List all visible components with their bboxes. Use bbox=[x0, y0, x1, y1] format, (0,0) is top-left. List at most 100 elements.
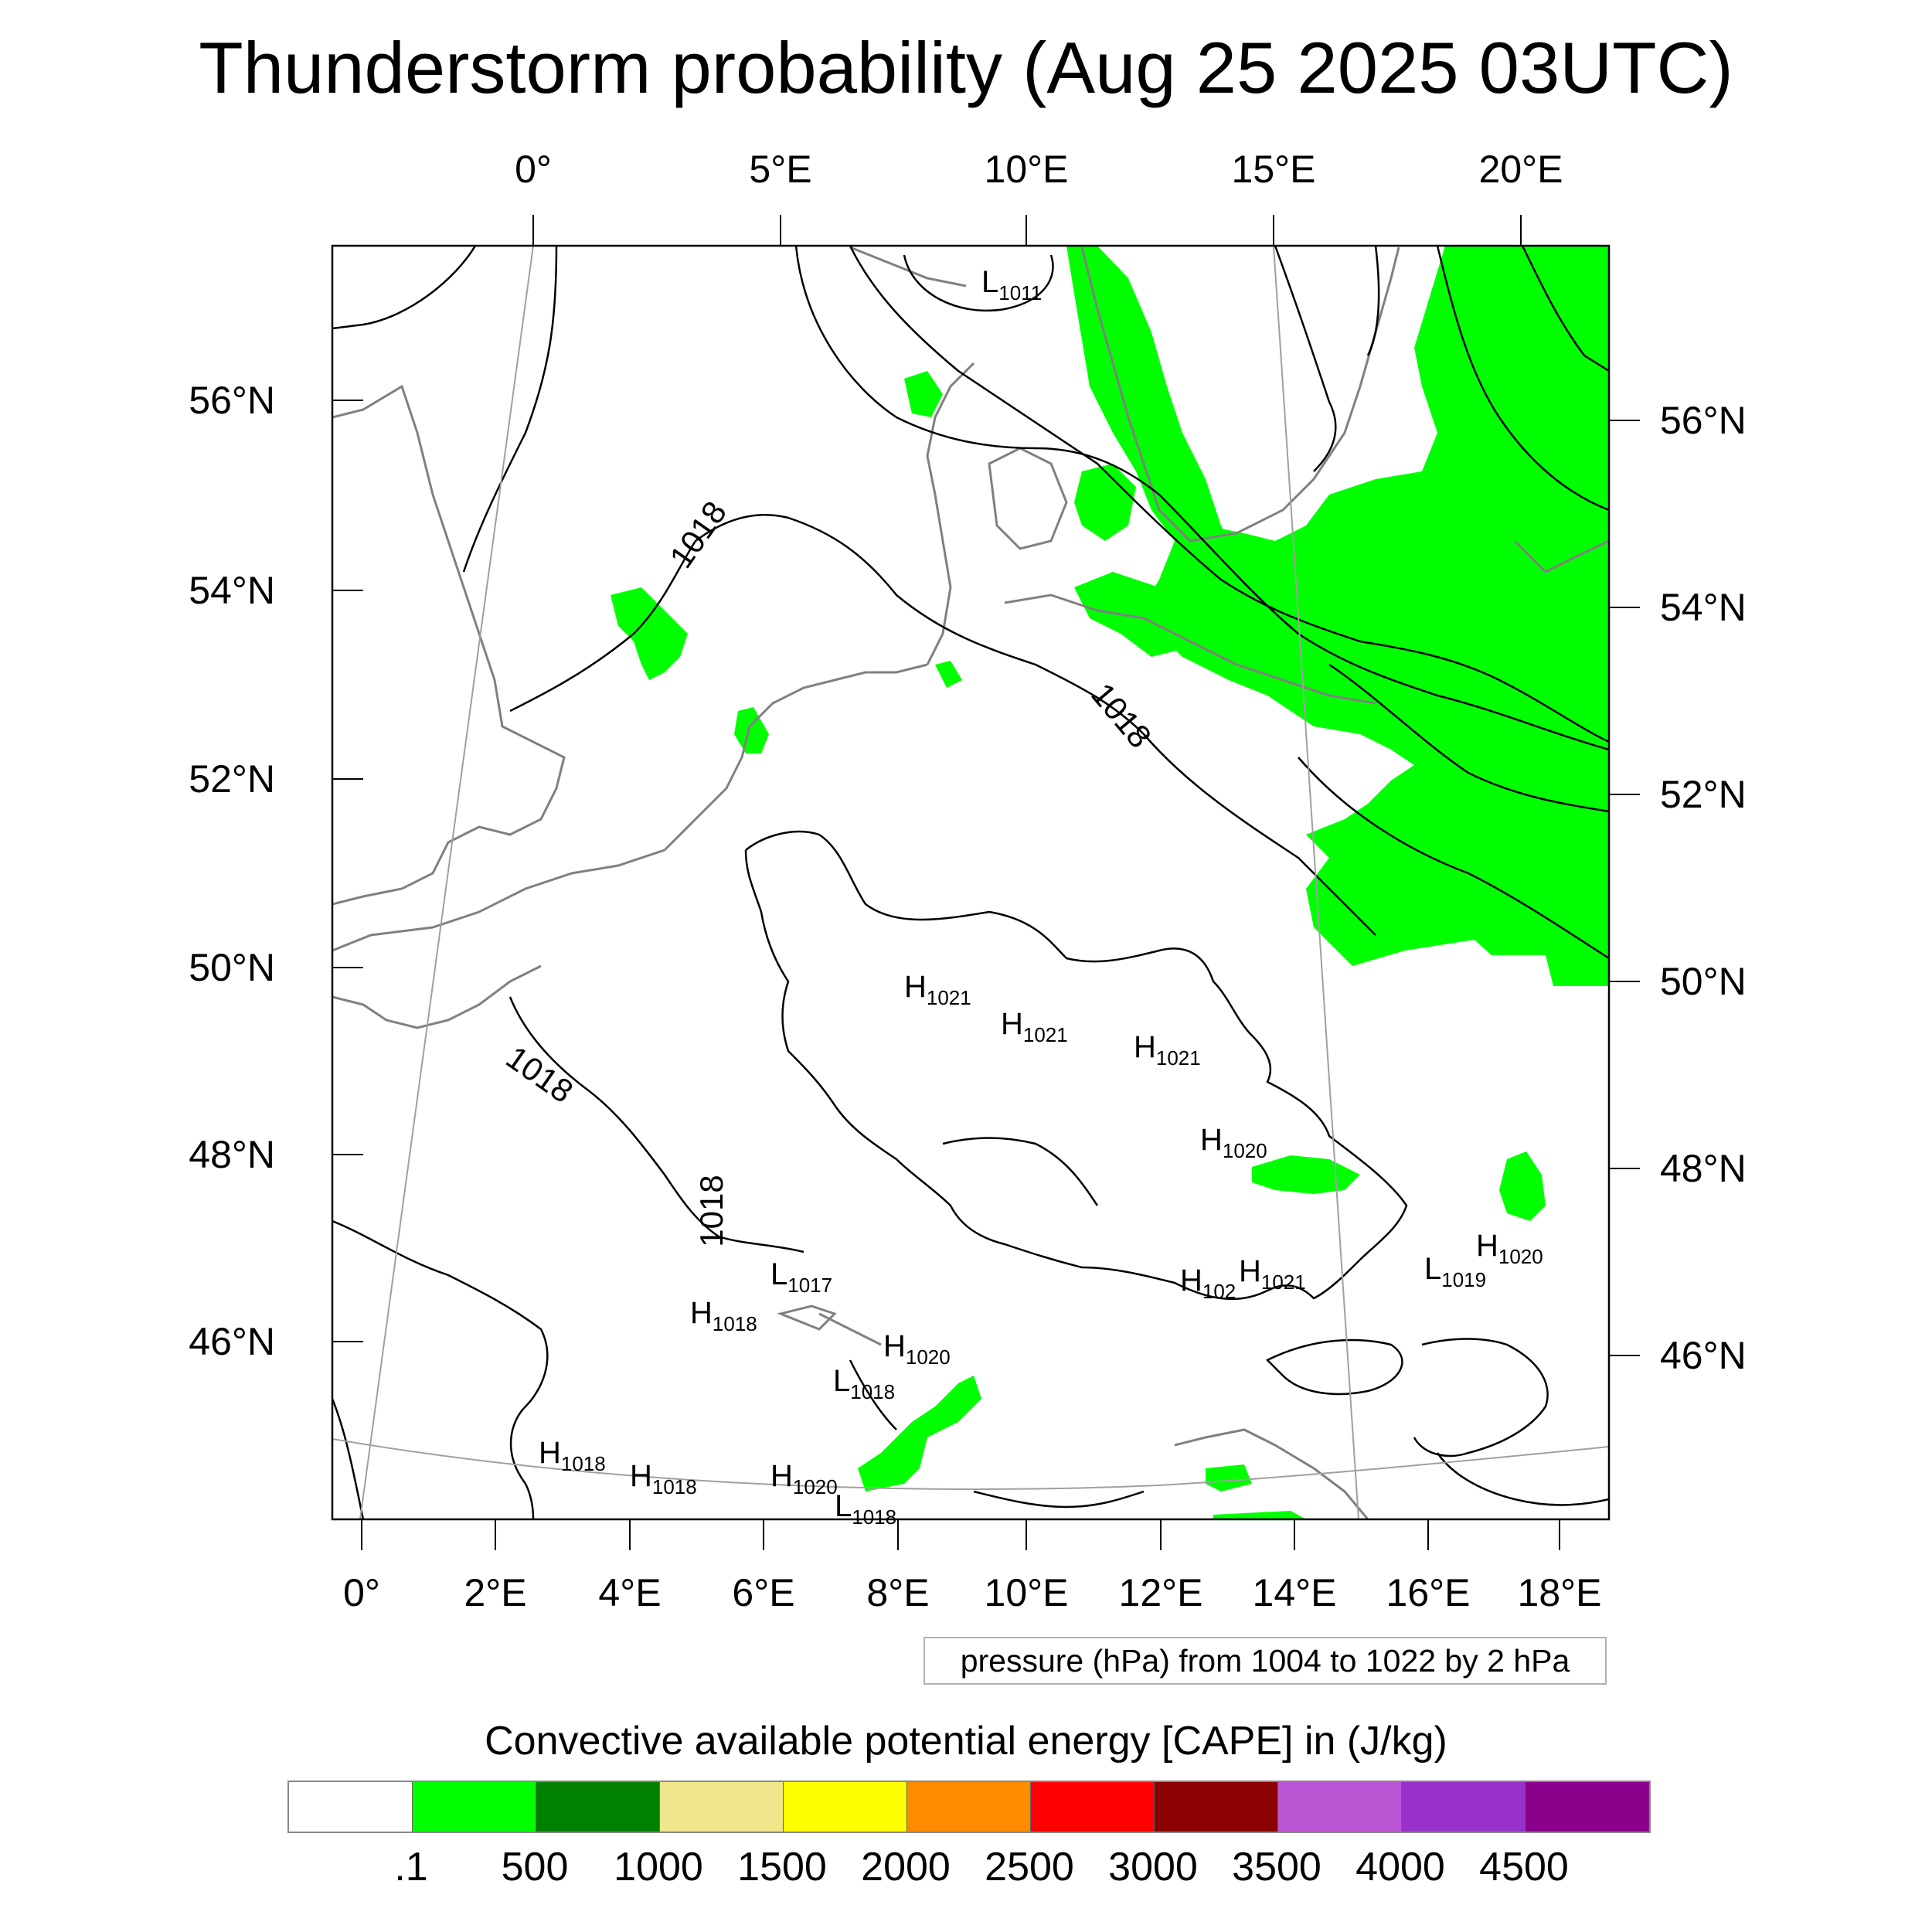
coastline-gulf-riga bbox=[1513, 539, 1609, 573]
cape-region-norway-coast bbox=[904, 371, 943, 417]
top-lon-label: 15°E bbox=[1232, 148, 1316, 191]
isobar-south-coast bbox=[332, 1219, 549, 1519]
isobar-label: 1018 bbox=[662, 495, 733, 574]
cape-region-denmark bbox=[1074, 464, 1136, 541]
meridian-0 bbox=[359, 246, 534, 1519]
isobar-east-low-2 bbox=[1413, 1338, 1549, 1458]
colorbar-label: 500 bbox=[501, 1845, 569, 1889]
isobar-label: 1018 bbox=[500, 1039, 580, 1110]
pressure-center: H1021 bbox=[1001, 1007, 1068, 1046]
colorbar-label: 1500 bbox=[737, 1845, 827, 1889]
colorbar-label: 4500 bbox=[1479, 1845, 1569, 1889]
coastline-norway bbox=[849, 246, 967, 287]
border-lake-geneva bbox=[777, 1304, 837, 1331]
coastlines bbox=[332, 246, 1609, 1519]
isobar-1018-north bbox=[509, 514, 1376, 936]
top-lon-label: 10°E bbox=[985, 148, 1069, 191]
cape-regions bbox=[611, 246, 1609, 1519]
isobar-east-2 bbox=[1366, 246, 1380, 356]
cape-colorbar bbox=[287, 1781, 1651, 1833]
pressure-center: L1018 bbox=[833, 1364, 895, 1403]
bottom-lon-label: 14°E bbox=[1253, 1571, 1337, 1614]
graticule bbox=[332, 246, 1609, 1519]
coastline-channel bbox=[332, 849, 665, 952]
isobar-west-arc-2 bbox=[462, 246, 558, 573]
pressure-center: L1011 bbox=[981, 265, 1042, 304]
left-lat-labels: 56°N 54°N 52°N 50°N 48°N 46°N bbox=[189, 379, 275, 1363]
cape-region-adriatic bbox=[1206, 1464, 1252, 1492]
right-lat-label: 50°N bbox=[1660, 960, 1747, 1003]
isobar-labels: 1018 1018 1018 1018 bbox=[500, 495, 1159, 1247]
bottom-lon-label: 16°E bbox=[1386, 1571, 1471, 1614]
pressure-center: H1021 bbox=[904, 970, 971, 1009]
isobar-alps-2 bbox=[849, 1359, 897, 1430]
cape-region-hungary bbox=[1252, 1155, 1360, 1194]
bottom-lon-label: 8°E bbox=[866, 1571, 929, 1614]
coastline-jutland bbox=[926, 362, 975, 665]
pressure-center: H1021 bbox=[1239, 1254, 1306, 1294]
isobar-east-low-1 bbox=[1265, 1338, 1403, 1396]
cape-region-alps bbox=[858, 1376, 981, 1492]
cape-region-scandinavia bbox=[1066, 246, 1236, 564]
right-lat-labels: 56°N 54°N 52°N 50°N 48°N 46°N bbox=[1660, 399, 1747, 1377]
colorbar-box bbox=[1526, 1782, 1649, 1832]
parallel-45N bbox=[332, 1438, 1609, 1490]
colorbar-label: 3500 bbox=[1232, 1845, 1321, 1889]
legend-title: Convective available potential energy [C… bbox=[485, 1719, 1447, 1764]
right-lat-label: 56°N bbox=[1660, 399, 1747, 442]
isobar-alps-1 bbox=[942, 1137, 1099, 1206]
colorbar-box bbox=[289, 1782, 413, 1832]
left-lat-label: 52°N bbox=[189, 757, 275, 801]
isobars bbox=[332, 246, 1609, 1519]
colorbar-box bbox=[1278, 1782, 1402, 1832]
right-lat-label: 48°N bbox=[1660, 1147, 1747, 1190]
pressure-center: H1018 bbox=[690, 1296, 757, 1335]
colorbar-box bbox=[784, 1782, 907, 1832]
coastline-danish-isles bbox=[988, 447, 1068, 550]
colorbar-box bbox=[413, 1782, 536, 1832]
cape-region-south-edge bbox=[1213, 1511, 1306, 1519]
pressure-center: H1018 bbox=[630, 1459, 697, 1498]
isobar-east-6 bbox=[1298, 757, 1609, 960]
axis-ticks bbox=[332, 215, 1640, 1550]
colorbar-box bbox=[660, 1782, 784, 1832]
coastline-france-north bbox=[332, 964, 542, 1029]
bottom-lon-label: 12°E bbox=[1119, 1571, 1203, 1614]
bottom-lon-label: 2°E bbox=[464, 1571, 526, 1614]
colorbar-label: 2500 bbox=[985, 1845, 1074, 1889]
isobar-1011 bbox=[903, 254, 1054, 312]
colorbar-box bbox=[1031, 1782, 1155, 1832]
isobar-north-2 bbox=[794, 246, 1609, 751]
coastline-britain bbox=[332, 384, 566, 906]
isobar-east-4 bbox=[1521, 246, 1609, 372]
cape-region-germany-north bbox=[935, 661, 962, 688]
pressure-center: H1021 bbox=[1134, 1030, 1201, 1070]
colorbar-box bbox=[1402, 1782, 1526, 1832]
isobar-label: 1018 bbox=[693, 1175, 730, 1247]
top-lon-label: 20°E bbox=[1479, 148, 1563, 191]
map-frame bbox=[331, 244, 1611, 1521]
cape-region-north-sea bbox=[611, 587, 688, 680]
isobar-west-arc bbox=[332, 246, 477, 330]
cape-region-northeast bbox=[1136, 246, 1609, 986]
pressure-center: L1018 bbox=[835, 1489, 896, 1529]
bottom-lon-label: 6°E bbox=[732, 1571, 794, 1614]
pressure-center: H1018 bbox=[539, 1436, 606, 1475]
isobar-east-1 bbox=[1274, 246, 1337, 472]
colorbar-label: .1 bbox=[394, 1845, 428, 1889]
colorbar-box bbox=[907, 1782, 1031, 1832]
isobar-1021-loop bbox=[744, 830, 1408, 1301]
right-lat-label: 54°N bbox=[1660, 586, 1747, 629]
top-lon-label: 0° bbox=[515, 148, 552, 191]
bottom-lon-label: 10°E bbox=[985, 1571, 1069, 1614]
isobar-southwest bbox=[332, 1398, 365, 1519]
top-lon-labels: 0° 5°E 10°E 15°E 20°E bbox=[515, 148, 1563, 191]
cape-region-baltic-south bbox=[1074, 572, 1190, 657]
right-lat-label: 52°N bbox=[1660, 773, 1747, 816]
right-lat-label: 46°N bbox=[1660, 1334, 1747, 1377]
colorbar-label: 2000 bbox=[861, 1845, 951, 1889]
isobar-east-3 bbox=[1436, 246, 1609, 512]
colorbar-label: 1000 bbox=[614, 1845, 703, 1889]
coastline-adriatic bbox=[1174, 1428, 1369, 1519]
